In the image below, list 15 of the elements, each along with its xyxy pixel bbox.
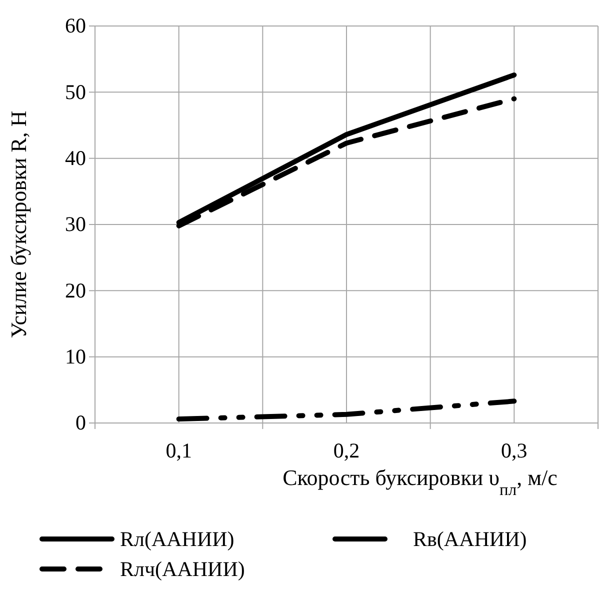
x-tick-label: 0,1 <box>166 438 192 462</box>
y-tick-label: 60 <box>65 14 86 38</box>
x-tick-label: 0,3 <box>501 438 528 462</box>
y-tick-label: 40 <box>65 146 86 170</box>
y-tick-label: 20 <box>65 278 86 302</box>
y-tick-label: 10 <box>65 344 86 369</box>
y-tick-label: 50 <box>65 80 86 104</box>
legend-label: Rл(ААНИИ) <box>120 527 234 551</box>
legend-label: Rв(ААНИИ) <box>413 527 527 551</box>
y-tick-label: 30 <box>65 212 86 236</box>
x-axis-title: Скорость буксировки υ$_{пл}$, м/с <box>282 465 558 498</box>
y-tick-label: 0 <box>76 410 86 435</box>
y-axis-title: Усилие буксировки R, Н <box>6 110 31 338</box>
x-tick-label: 0,2 <box>333 438 360 462</box>
legend-label: Rлч(ААНИИ) <box>120 557 245 581</box>
